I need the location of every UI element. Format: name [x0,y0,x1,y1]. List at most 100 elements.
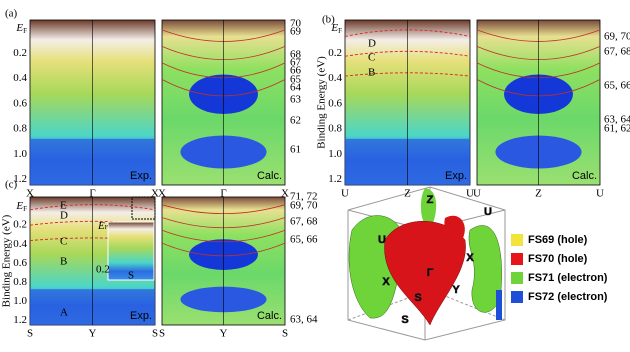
fs-point: X [466,252,474,264]
x-tick-label: U [473,188,481,200]
inset-ef: EF [97,220,109,232]
panel-tag: Exp. [130,170,152,182]
x-tick-label: U [596,188,604,200]
y-tick-label: 0.4 [13,238,27,250]
y-tick-label: EF [330,22,342,35]
inset-image [107,221,155,281]
fs-point: S [414,292,421,304]
curve-label: D [368,38,376,50]
band-label: 69, 70 [290,200,318,212]
band-label: 69, 70 [604,31,630,43]
y-tick-label: 0.6 [13,257,27,269]
x-tick-label: U [466,188,474,200]
inset-box [131,196,156,220]
x-tick-label: Y [220,328,228,340]
x-tick-label: U [341,188,349,200]
fs-point: S [401,314,408,326]
y-tick-label: EF [15,22,27,35]
band-label: 67, 68 [604,46,630,58]
x-tick-label: Z [535,188,542,200]
legend-label: FS72 (electron) [528,291,608,303]
curve-label: C [60,236,67,248]
band-label: 67 [290,57,302,69]
band-label: 65 [290,74,302,86]
band-label: 63 [290,94,302,106]
y-axis-title: Binding Energy (eV) [316,56,328,149]
x-tick-label: S [27,328,33,340]
band-label: 71, 72 [290,191,318,203]
fs-point: Y [452,284,460,296]
curve-label: B [60,256,67,268]
x-tick-label: Y [89,328,97,340]
fs-point: X [382,276,390,288]
band-label: 65, 66 [604,80,630,92]
curve-label: E [60,200,67,212]
band-label: 63, 64 [290,314,318,326]
curve-label: C [368,52,375,64]
x-tick-label: S [152,328,158,340]
x-tick-label: X [151,188,159,200]
legend-swatch [511,253,523,265]
band-label: 61 [290,144,301,156]
y-tick-label: 0.6 [328,97,342,109]
y-tick-label: 0.2 [13,47,27,59]
curve-label: D [60,210,68,222]
legend-swatch [511,291,523,303]
band-label: 67, 68 [290,216,318,228]
inset-tick: 0.2 [96,264,110,276]
ef-sub: F [105,225,109,231]
y-tick-label: 1.2 [328,173,342,185]
fs-point: Γ [427,267,434,279]
y-tick-label: 1.0 [328,148,342,160]
band-label: 64 [290,82,302,94]
y-tick-label: 0.8 [13,276,27,288]
inset-point: S [128,270,134,282]
band-label: 62 [290,115,301,127]
band-label: 61, 62 [604,123,630,135]
legend-label: FS70 (hole) [528,253,588,265]
band-label: 69 [290,26,302,38]
band-label: 63, 64 [604,114,630,126]
y-tick-label: 1.0 [13,148,27,160]
y-tick-label: 1.0 [13,295,27,307]
ef-sub: F [23,205,27,213]
legend-label: FS69 (hole) [528,234,588,246]
y-tick-label: 1.2 [13,314,27,326]
panel-tag: Calc. [572,170,597,182]
curve-label: B [368,67,375,79]
x-tick-label: X [26,188,34,200]
panel-tag: Exp. [445,170,467,182]
ef-sub: F [338,27,342,35]
x-tick-label: Γ [220,188,226,200]
x-tick-label: Z [404,188,411,200]
inset: EF 0.2 S [96,196,156,282]
fs-point: Z [427,194,434,206]
x-tick-label: S [282,328,288,340]
panel-label: (a) [5,8,18,20]
y-tick-label: 0.2 [13,219,27,231]
band-label: 65, 66 [290,234,318,246]
band-label: 68 [290,49,302,61]
y-tick-label: EF [15,200,27,213]
fs-point: U [484,206,492,218]
y-tick-label: 1.2 [13,173,27,185]
y-tick-label: 0.8 [13,123,27,135]
panel-label: (c) [5,179,18,191]
panel-label: (b) [322,14,335,26]
y-tick-label: 0.8 [328,123,342,135]
x-tick-label: X [158,188,166,200]
x-tick-label: S [159,328,165,340]
legend-swatch [511,234,523,246]
y-tick-label: 0.2 [328,47,342,59]
y-tick-label: 0.4 [328,72,342,84]
fs-point: U [378,234,386,246]
fermi-surface [347,186,506,341]
panel-tag: Calc. [257,170,282,182]
y-axis-title: Binding Energy (eV) [1,214,13,307]
legend-label: FS71 (electron) [528,272,608,284]
curve-label: A [60,307,68,319]
x-tick-label: Γ [89,188,95,200]
legend-swatch [511,272,523,284]
band-label: 66 [290,65,302,77]
